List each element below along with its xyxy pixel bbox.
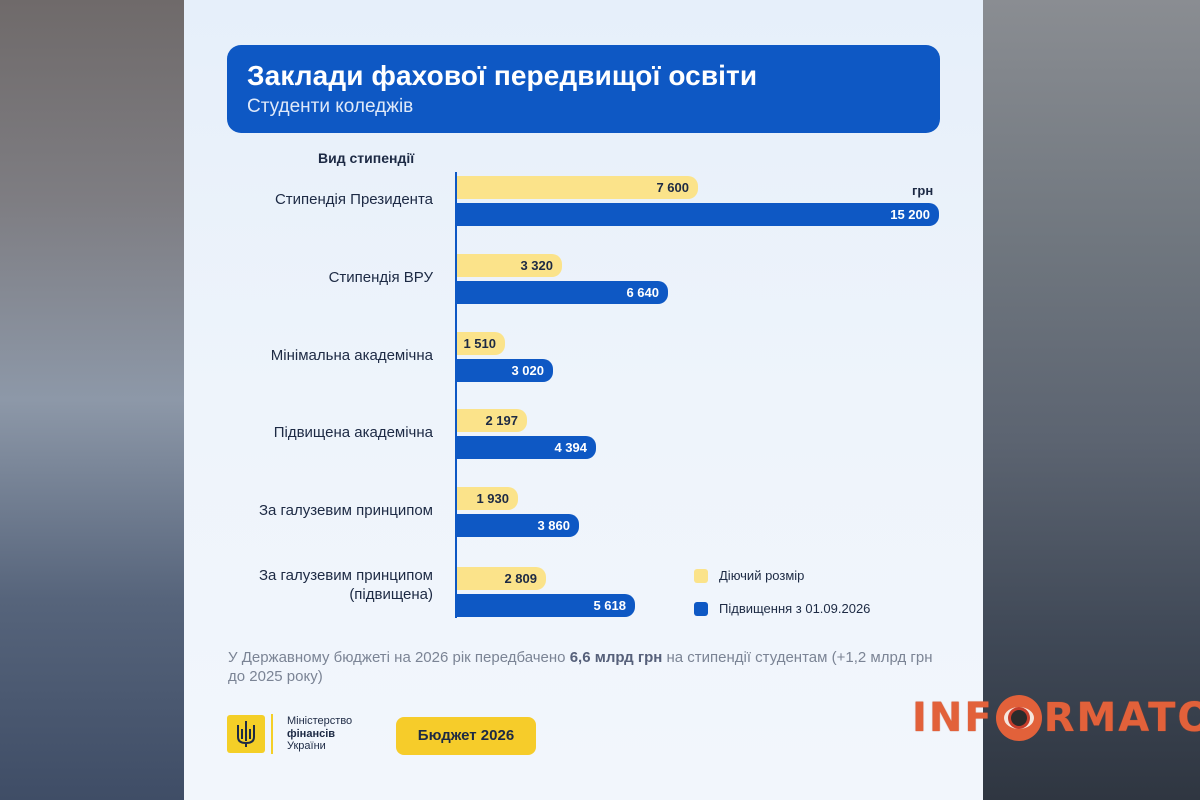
bar-current: 1 510 [457,332,505,355]
ministry-line-3: України [287,740,326,753]
page-subtitle: Студенти коледжів [247,96,414,117]
bar-value-label: 2 809 [504,571,537,586]
trident-emblem-icon [227,715,265,753]
bar-current: 3 320 [457,254,562,277]
category-label: За галузевим принципом [258,502,433,519]
unit-label: грн [912,183,934,198]
eye-icon [995,695,1042,741]
bar-current: 1 930 [457,487,518,510]
bar-value-label: 3 860 [537,518,570,533]
ministry-line-1: Міністерство [287,715,353,728]
category-axis-title: Вид стипендії [318,150,415,166]
category-label: Підвищена академічна [273,424,433,441]
legend-label-current: Діючий розмір [719,568,805,583]
legend-swatch-current [694,568,708,583]
note-text-bold: 6,6 млрд грн [569,649,663,666]
bar-value-label: 4 394 [554,440,587,455]
page-title: Заклади фахової передвищої освіти [247,60,758,91]
logo-divider [271,714,273,754]
legend-swatch-increase [694,601,708,616]
budget-badge: Бюджет 2026 [396,717,536,755]
ministry-name: Міністерство фінансів України [287,715,352,753]
category-label: Стипендія ВРУ [328,269,433,286]
note-text-before: У Державному бюджеті на 2026 рік передба… [228,649,570,666]
title-banner: Заклади фахової передвищої освіти Студен… [227,45,940,133]
legend-item-current: Діючий розмір [694,568,804,583]
bar-value-label: 7 600 [656,180,689,195]
category-label: За галузевим принципом (підвищена) [258,567,433,603]
ministry-line-2: фінансів [287,727,336,740]
bar-value-label: 6 640 [626,285,659,300]
watermark-logo: INF RMATOR [912,695,1200,741]
bar-value-label: 3 020 [511,363,544,378]
legend-label-increase: Підвищення з 01.09.2026 [719,601,871,616]
category-label: Стипендія Президента [274,191,433,208]
bar-increase: 15 200 [457,203,939,226]
legend-item-increase: Підвищення з 01.09.2026 [694,601,870,616]
bar-value-label: 5 618 [593,598,626,613]
ministry-logo: Міністерство фінансів України [227,714,352,754]
bar-current: 7 600 [457,176,698,199]
bar-increase: 4 394 [457,436,596,459]
bar-value-label: 3 320 [520,258,553,273]
background-left [0,0,184,800]
infographic-card: Заклади фахової передвищої освіти Студен… [184,0,983,800]
bar-current: 2 809 [457,567,546,590]
watermark-text-1: INF [912,695,994,741]
watermark-text-2: RMATOR [1043,695,1200,741]
bar-value-label: 1 930 [476,491,509,506]
bar-increase: 6 640 [457,281,668,304]
bar-current: 2 197 [457,409,527,432]
bar-value-label: 1 510 [463,336,496,351]
category-label: Мінімальна академічна [270,347,433,364]
bar-value-label: 15 200 [890,207,930,222]
note-text-after: на стипендії студентам (+1,2 млрд грн до… [228,649,933,685]
category-axis-line [455,172,457,618]
bar-increase: 3 860 [457,514,579,537]
bar-increase: 5 618 [457,594,635,617]
bar-value-label: 2 197 [485,413,518,428]
budget-note: У Державному бюджеті на 2026 рік передба… [228,648,948,686]
bar-increase: 3 020 [457,359,553,382]
background-right [983,0,1200,800]
